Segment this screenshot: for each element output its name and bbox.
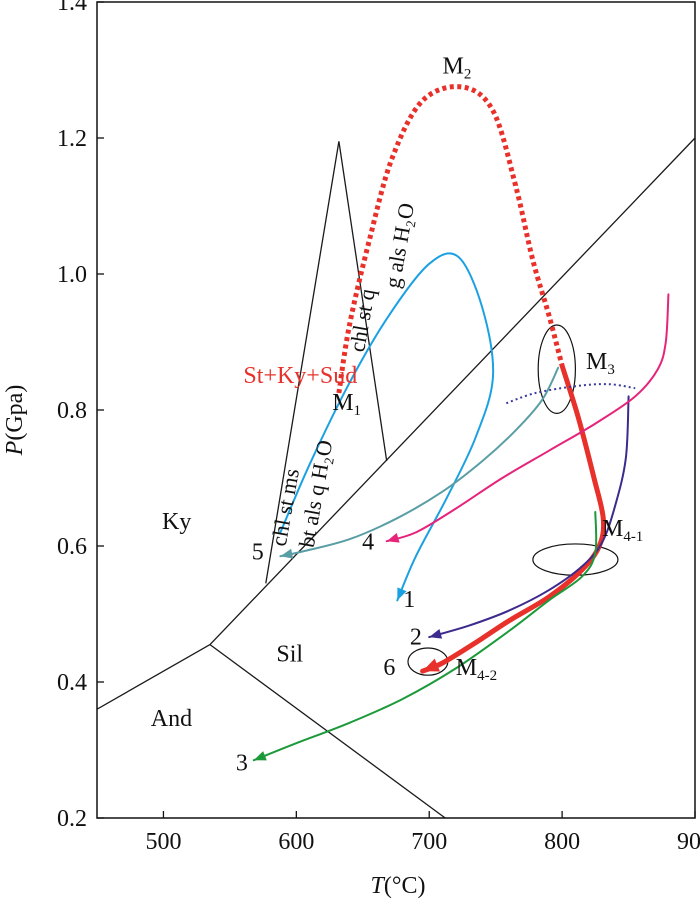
y-axis-label: P(Gpa)	[2, 385, 28, 457]
y-tick-label-0-2: 0.2	[57, 806, 87, 832]
series-2-arrowhead	[429, 629, 443, 639]
y-tick-label-1-4: 1.4	[57, 0, 87, 16]
x-axis-label: T(°C)	[371, 873, 426, 899]
series-5-label: 5	[252, 540, 264, 566]
x-tick-label-800: 800	[544, 829, 580, 855]
series-4-label: 4	[362, 529, 374, 555]
reaction-label-rxn1-b: g als H₂O	[379, 201, 419, 290]
stage-label-m3: M3	[586, 349, 615, 378]
series-3-arrowhead	[253, 751, 267, 761]
x-tick-label-900: 900	[677, 829, 700, 855]
stage-label-m4-2: M4-2	[456, 655, 497, 684]
series-red-main-path-arrowhead	[422, 658, 440, 672]
plot-frame	[96, 1, 696, 819]
x-tick-label-600: 600	[278, 829, 314, 855]
series-red-main-path-line	[420, 363, 607, 674]
series-4-line	[385, 293, 670, 543]
series-dotted-curve-line	[505, 383, 636, 405]
reaction-label-rxn1-a: chl st q	[344, 287, 380, 354]
series-5-line	[279, 366, 560, 558]
series-1-arrowhead	[397, 587, 407, 601]
stage-label-m4-1: M4-1	[602, 516, 643, 545]
field-label-ky: Ky	[162, 509, 191, 535]
series-1-line	[279, 252, 495, 602]
assemblage-label: St+Ky+Sud	[243, 363, 357, 389]
series-3-label: 3	[236, 750, 248, 776]
m3-ellipse	[537, 324, 576, 415]
y-tick-label-1-2: 1.2	[57, 126, 87, 152]
series-5-arrowhead	[280, 548, 294, 559]
series-2-line	[428, 395, 630, 639]
y-tick-label-0-8: 0.8	[57, 398, 87, 424]
boundary-and-ky	[97, 644, 211, 710]
series-2-label: 2	[410, 625, 422, 651]
y-tick-label-1: 1.0	[57, 262, 87, 288]
y-tick-label-0-4: 0.4	[57, 670, 87, 696]
series-6-label: 6	[383, 655, 395, 681]
reaction-label-rxn2-b: bt als q H₂O	[294, 438, 337, 549]
m4-1-ellipse	[532, 543, 619, 576]
boundary-wedge-left	[265, 141, 340, 584]
boundary-ky-sil	[209, 137, 695, 646]
field-label-sil: Sil	[276, 642, 303, 668]
field-label-and: And	[151, 706, 192, 732]
x-tick-label-700: 700	[411, 829, 447, 855]
series-1-label: 1	[403, 587, 415, 613]
series-4-arrowhead	[386, 533, 400, 543]
y-tick-label-0-6: 0.6	[57, 534, 87, 560]
series-3-line	[252, 511, 598, 762]
series-m2-path-dotted--line	[336, 84, 565, 394]
stage-label-m2: M2	[443, 53, 472, 82]
stage-label-m1: M1	[332, 390, 361, 419]
x-tick-label-500: 500	[145, 829, 181, 855]
boundary-wedge-right	[338, 141, 388, 462]
